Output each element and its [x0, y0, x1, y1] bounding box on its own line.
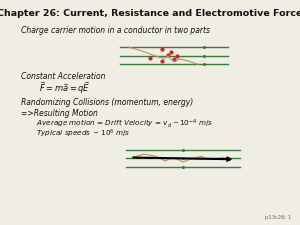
Text: Randomizing Collisions (momentum, energy): Randomizing Collisions (momentum, energy… [21, 98, 193, 107]
Text: Chapter 26: Current, Resistance and Electromotive Force: Chapter 26: Current, Resistance and Elec… [0, 9, 300, 18]
Text: =>Resulting Motion: =>Resulting Motion [21, 109, 98, 118]
Text: Constant Acceleration: Constant Acceleration [21, 72, 106, 81]
Text: Average motion = Drift Velocity = $v_d$ ~$10^{-4}$ $m/s$: Average motion = Drift Velocity = $v_d$ … [36, 118, 213, 130]
Text: Typical speeds ~ $10^6$ $m/s$: Typical speeds ~ $10^6$ $m/s$ [36, 128, 130, 140]
Text: $\vec{F} = m\vec{a} = q\vec{E}$: $\vec{F} = m\vec{a} = q\vec{E}$ [39, 80, 90, 96]
Text: Charge carrier motion in a conductor in two parts: Charge carrier motion in a conductor in … [21, 26, 210, 35]
Text: p13c26: 1: p13c26: 1 [265, 215, 291, 220]
